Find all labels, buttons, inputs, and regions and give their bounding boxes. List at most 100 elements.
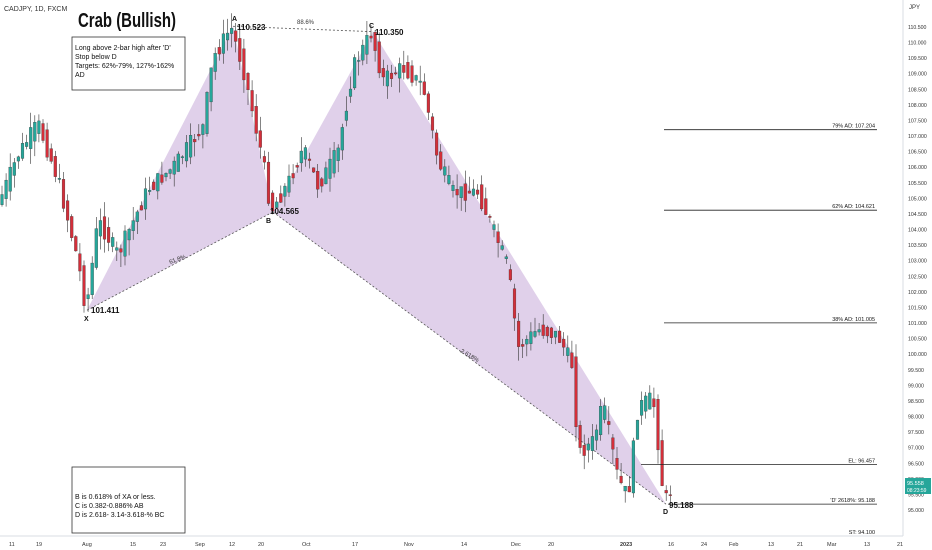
y-tick-label: 105.500 [908, 181, 927, 187]
y-tick-label: 95.000 [908, 508, 924, 514]
candle-body [57, 178, 61, 180]
candle-body [512, 288, 517, 319]
candle-body [656, 399, 660, 451]
candle-body [623, 485, 627, 492]
candle-body [328, 158, 332, 179]
candle-body [607, 421, 611, 425]
candle-body [205, 92, 209, 134]
candle-body [603, 405, 607, 420]
candle-body [45, 129, 49, 158]
candle-body [521, 344, 525, 347]
candle-body [545, 326, 549, 337]
y-tick-label: 109.500 [908, 56, 927, 62]
candle-body [402, 65, 406, 73]
candle-body [61, 179, 66, 209]
level-label: 79% AD: 107.204 [832, 124, 875, 130]
candle-body [463, 183, 467, 201]
candle-body [578, 425, 582, 448]
candle-body [242, 48, 246, 81]
candle-body [385, 70, 389, 87]
candle-body [435, 132, 439, 156]
candle-body [488, 215, 492, 218]
candle-body [78, 253, 82, 272]
point-price-c: 110.350 [375, 28, 404, 37]
y-tick-label: 101.000 [908, 321, 927, 327]
candle-body [389, 72, 394, 79]
candle-body [562, 338, 566, 348]
y-tick-label: 110.500 [908, 25, 926, 31]
current-price-value: 95.558 [907, 481, 924, 487]
xb-dashed-line [86, 211, 274, 311]
ratio-ac-label: 88.6% [297, 20, 315, 26]
candle-body [152, 181, 156, 190]
candle-body [340, 127, 344, 151]
y-tick-label: 97.000 [908, 446, 924, 452]
candle-body [184, 142, 189, 162]
candle-body [664, 490, 668, 494]
x-tick-label: Sep [195, 542, 205, 548]
candle-body [615, 458, 619, 470]
y-axis-ticks: 110.500 110.000 109.500 109.000 108.500 108.0… [908, 25, 927, 514]
x-tick-label: 24 [701, 542, 707, 548]
candle-body [644, 395, 648, 412]
y-tick-label: 100.500 [908, 337, 927, 343]
point-label-a: A [232, 16, 237, 23]
candle-body [37, 120, 41, 134]
candle-body [570, 352, 574, 368]
candle-body [172, 160, 176, 175]
candle-body [443, 166, 447, 176]
candle-body [258, 130, 262, 148]
candle-body [156, 173, 160, 192]
candle-body [94, 228, 98, 268]
candle-body [246, 73, 250, 91]
y-tick-label: 108.500 [908, 87, 927, 93]
note-bottom-line-3: D is 2.618- 3.14-3.618-% BC [75, 512, 165, 519]
candle-body [115, 247, 119, 251]
candle-body [4, 179, 8, 199]
candle-body [496, 231, 500, 243]
candle-body [574, 356, 578, 428]
x-tick-label: Aug [82, 542, 92, 548]
point-label-x: X [84, 316, 89, 323]
candle-body [439, 151, 443, 170]
candle-body [266, 161, 271, 204]
candle-body [590, 436, 594, 451]
candle-body [176, 153, 180, 172]
level-label: EL: 96.457 [848, 459, 875, 465]
candle-body [12, 162, 16, 176]
candle-body [365, 35, 369, 55]
candle-body [201, 124, 205, 135]
y-tick-label: 107.000 [908, 134, 927, 140]
pattern-triangle-bcd [273, 31, 666, 505]
candle-body [299, 150, 303, 164]
point-label-b: B [266, 218, 271, 225]
x-tick-label: 13 [768, 542, 774, 548]
y-tick-label: 106.000 [908, 165, 927, 171]
candle-body [484, 198, 488, 215]
candle-body [348, 88, 353, 97]
candle-body [648, 392, 652, 410]
bd-dashed-line [272, 211, 667, 505]
x-tick-label: 14 [461, 542, 467, 548]
x-tick-label: 2023 [620, 542, 632, 548]
y-tick-label: 103.000 [908, 259, 927, 265]
candle-body [164, 173, 168, 178]
candle-body [230, 28, 234, 34]
candle-body [180, 156, 184, 158]
candle-body [189, 135, 193, 158]
candle-body [422, 81, 426, 95]
candle-body [381, 68, 385, 78]
chart-title: Crab (Bullish) [78, 10, 176, 32]
candle-body [209, 67, 213, 103]
y-tick-label: 103.500 [908, 243, 927, 249]
x-axis-ticks: 11 19 Aug 15 23 Sep 12 20 Oct 17 Nov 14 Dec 20 2023 16 2… [9, 542, 903, 548]
candle-body [275, 201, 279, 208]
candle-body [537, 329, 541, 333]
candle-body [295, 165, 299, 168]
candle-body [394, 72, 398, 75]
ratio-xb-label: 61.8% [169, 254, 188, 266]
candle-body [316, 170, 320, 190]
